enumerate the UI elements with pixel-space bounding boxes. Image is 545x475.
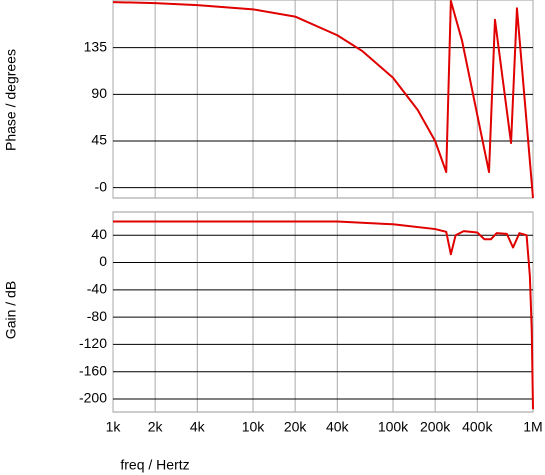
y-tick-label: 90 xyxy=(91,85,107,101)
y-tick-label: -160 xyxy=(79,362,107,378)
plot-frame xyxy=(112,211,534,413)
x-tick-label: 40k xyxy=(326,419,350,435)
x-tick-label: 200k xyxy=(420,419,451,435)
y-tick-label: 40 xyxy=(91,226,107,242)
x-tick-label: 400k xyxy=(462,419,493,435)
y-axis-label: Phase / degrees xyxy=(3,49,19,151)
y-tick-label: -120 xyxy=(79,335,107,351)
x-tick-label: 10k xyxy=(242,419,266,435)
x-tick-label: 2k xyxy=(148,419,164,435)
x-axis-label: freq / Hertz xyxy=(120,457,189,473)
x-tick-label: 1M xyxy=(523,419,542,435)
y-tick-label: 0 xyxy=(99,253,107,269)
y-tick-label: -200 xyxy=(79,390,107,406)
x-tick-label: 1k xyxy=(106,419,122,435)
y-tick-label: 45 xyxy=(91,132,107,148)
y-axis-label: Gain / dB xyxy=(3,281,19,339)
x-tick-label: 100k xyxy=(378,419,409,435)
x-tick-label: 20k xyxy=(284,419,308,435)
y-tick-label: -40 xyxy=(87,281,107,297)
y-tick-label: 135 xyxy=(84,38,108,54)
series-line xyxy=(113,220,534,410)
y-tick-label: -80 xyxy=(87,308,107,324)
x-tick-label: 4k xyxy=(190,419,206,435)
series-line xyxy=(112,0,534,199)
y-tick-label: -0 xyxy=(95,178,108,194)
